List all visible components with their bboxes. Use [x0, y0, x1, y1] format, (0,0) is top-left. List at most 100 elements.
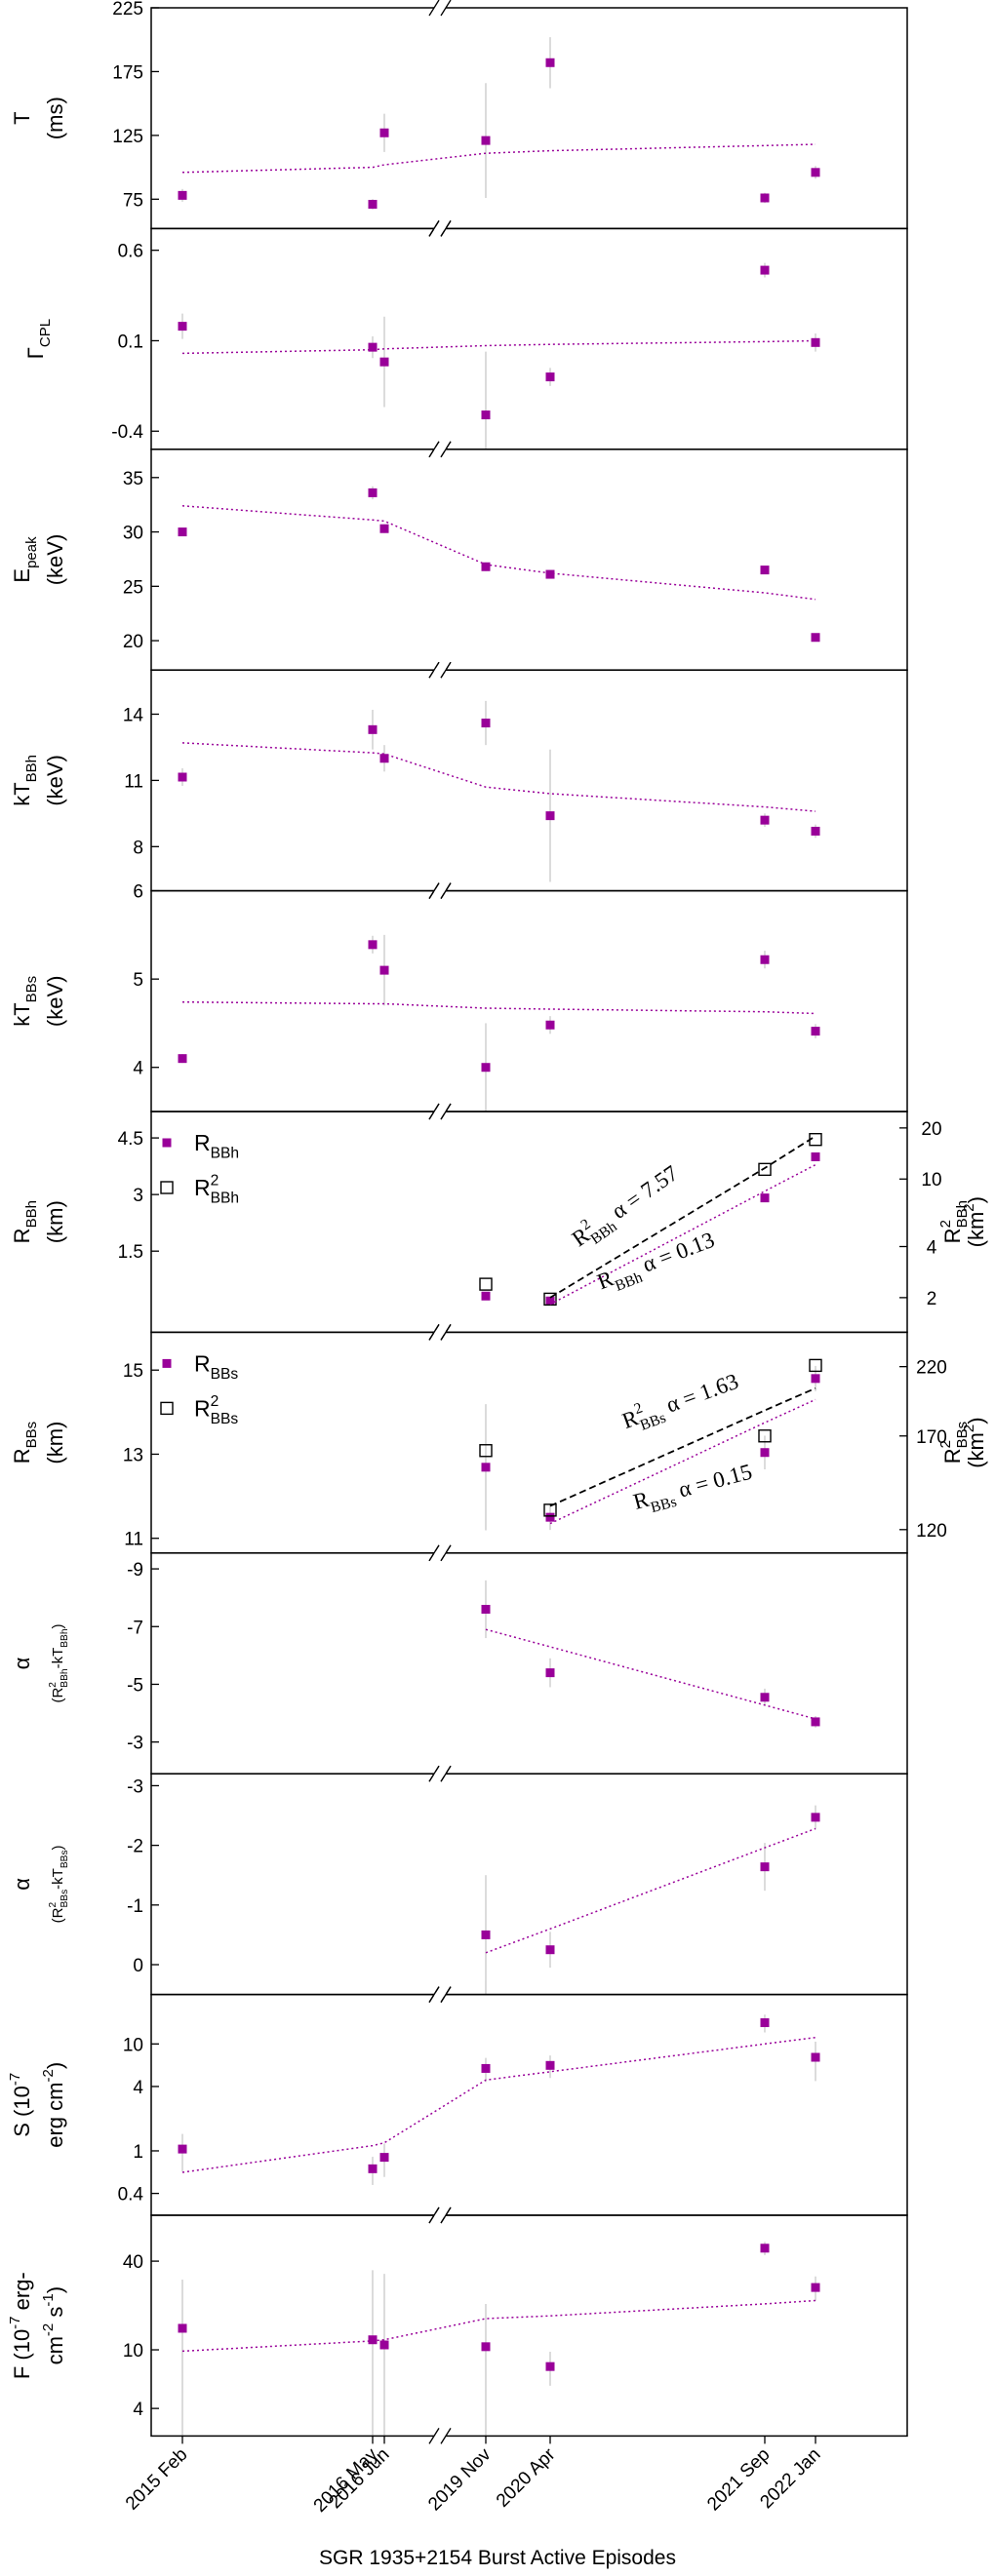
axis-break-gap: [434, 1992, 446, 1997]
marker: [545, 569, 555, 579]
y-axis-label: (R2BBs-kTBBs): [48, 1845, 70, 1923]
marker: [758, 1429, 772, 1443]
y2-tick-label: 170: [916, 1427, 947, 1448]
panel-frame: [150, 227, 908, 450]
fit-line: [181, 143, 816, 174]
panel: [178, 2242, 820, 2437]
marker: [760, 955, 770, 964]
axis-break-mark: [440, 1765, 452, 1782]
y-tick-label: 20: [123, 632, 143, 652]
fit-line: [181, 1000, 816, 1015]
marker: [178, 190, 187, 200]
marker: [368, 342, 378, 352]
text-segment: (keV): [43, 755, 67, 806]
marker: [178, 2323, 187, 2333]
y2-axis-label: R2BBs: [937, 1422, 971, 1464]
axis-break-mark: [428, 220, 440, 237]
axis-break-mark: [428, 1103, 440, 1120]
panel: [481, 1580, 820, 1728]
text-segment: ): [964, 1417, 988, 1424]
marker: [368, 200, 378, 210]
text-segment: BBs: [23, 1422, 40, 1449]
axis-break-mark: [428, 2428, 440, 2444]
panel-frame: [150, 1331, 908, 1554]
marker: [178, 2144, 187, 2154]
text-segment: 2: [48, 1902, 59, 1908]
x-tick-label: 2019 Nov: [424, 2444, 496, 2516]
text-segment: BBh: [23, 1200, 40, 1228]
y-tick-label: 30: [123, 524, 143, 544]
legend-label: RBBs: [194, 1350, 238, 1382]
axis-break-mark: [428, 0, 440, 17]
legend-label: RBBh: [194, 1130, 239, 1161]
axis-break-mark: [440, 220, 452, 237]
panel-frame: [150, 889, 908, 1112]
y-axis-label: (ms): [43, 97, 67, 139]
legend-marker: [162, 1358, 172, 1368]
axis-break-mark: [428, 1765, 440, 1782]
marker: [481, 2063, 491, 2073]
text-segment: R: [940, 1228, 965, 1243]
y-axis-label: (R2BBh-kTBBh): [48, 1623, 70, 1702]
marker: [368, 724, 378, 734]
y-axis-label: Epeak: [10, 536, 40, 583]
y-tick-label: -2: [127, 1837, 143, 1857]
x-axis-title: SGR 1935+2154 Burst Active Episodes: [319, 2547, 676, 2569]
y-tick-label: -5: [127, 1675, 143, 1696]
text-segment: R: [194, 1350, 211, 1376]
text-segment: ): [43, 2286, 67, 2293]
y-tick-label: 175: [112, 62, 143, 83]
axis-break-mark: [440, 2428, 452, 2444]
marker: [481, 562, 491, 571]
text-segment: ): [50, 1845, 66, 1850]
marker: [481, 719, 491, 728]
panel-frame: [150, 1111, 908, 1334]
text-segment: 2: [211, 1393, 219, 1410]
text-segment: BBh: [211, 1145, 239, 1161]
y-tick-label: 3: [133, 1186, 143, 1206]
axis-break-mark: [440, 0, 452, 17]
panel: [178, 486, 820, 643]
text-segment: R: [10, 1448, 34, 1464]
panel: [479, 1358, 822, 1531]
text-segment: S (10: [10, 2086, 34, 2137]
text-segment: T: [10, 111, 34, 124]
annotation: RBBh α = 0.13: [594, 1228, 720, 1301]
marker: [760, 2244, 770, 2253]
marker: [481, 1063, 491, 1073]
text-segment: 2: [937, 1220, 954, 1228]
axis-break-gap: [434, 447, 446, 451]
y-axis-label: kTBBh: [10, 755, 40, 806]
text-segment: (R: [50, 1688, 66, 1703]
axis-break-gap: [434, 2213, 446, 2217]
marker: [545, 811, 555, 821]
y2-axis-label: (km2): [961, 1417, 988, 1467]
axis-break-mark: [440, 441, 452, 458]
marker: [368, 2335, 378, 2345]
text-segment: BBs: [60, 1890, 70, 1908]
marker: [178, 322, 187, 332]
marker: [379, 524, 389, 533]
panel-frame: [150, 7, 908, 230]
text-segment: BBs: [954, 1422, 971, 1449]
marker: [545, 1668, 555, 1678]
panel-frame: [150, 449, 908, 671]
text-segment: -kT: [50, 1868, 66, 1890]
y-tick-label: 4: [133, 1059, 143, 1079]
text-segment: R: [940, 1448, 965, 1464]
marker: [811, 826, 820, 836]
marker: [481, 1291, 491, 1301]
axis-break-gap: [434, 6, 446, 10]
marker: [811, 1813, 820, 1822]
y-tick-label: 10: [123, 2341, 143, 2361]
marker: [809, 1358, 822, 1373]
axis-break-gap: [434, 1550, 446, 1555]
marker: [760, 1448, 770, 1458]
marker: [545, 372, 555, 382]
text-segment: cm: [43, 2336, 67, 2364]
marker: [543, 1292, 557, 1307]
text-segment: (R: [50, 1907, 66, 1923]
panel: [481, 1805, 820, 1995]
y-tick-label: 4: [133, 2400, 143, 2420]
marker: [481, 136, 491, 145]
